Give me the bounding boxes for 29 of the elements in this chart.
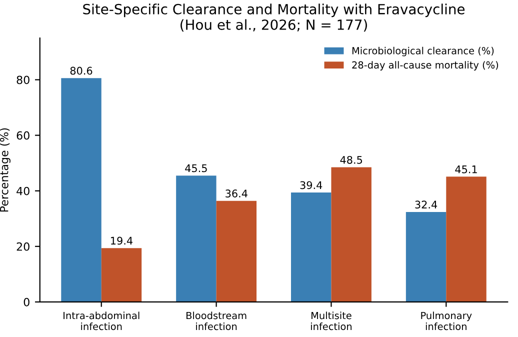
- legend-label: 28-day all-cause mortality (%): [352, 61, 498, 71]
- data-label: 32.4: [415, 200, 438, 209]
- y-tick-label: 0: [24, 298, 30, 306]
- data-label: 19.4: [111, 236, 132, 245]
- y-axis-title: Percentage (%): [0, 128, 10, 212]
- y-tick-label: 40: [16, 186, 30, 196]
- bar: [216, 200, 257, 302]
- x-tick-label: Multisite infection: [311, 312, 352, 330]
- data-label: 39.4: [300, 181, 322, 190]
- bar: [101, 248, 142, 302]
- x-tick-label: Intra-abdominal infection: [64, 312, 140, 330]
- bar: [331, 167, 372, 302]
- legend-label: Microbiological clearance (%): [352, 46, 494, 56]
- bar: [61, 78, 102, 302]
- bar: [406, 212, 446, 302]
- bar: [291, 192, 332, 302]
- bar: [176, 176, 216, 302]
- data-label: 45.5: [185, 164, 207, 172]
- y-tick-label: 20: [16, 242, 30, 251]
- data-label: 80.6: [70, 66, 92, 75]
- data-label: 36.4: [226, 190, 248, 198]
- x-tick-label: Pulmonary infection: [421, 312, 472, 330]
- y-tick-label: 60: [16, 131, 30, 140]
- bar: [446, 176, 486, 302]
- data-label: 48.5: [340, 156, 362, 164]
- x-tick-label: Bloodstream infection: [186, 312, 246, 330]
- data-label: 45.1: [455, 166, 477, 174]
- y-tick-label: 80: [16, 76, 30, 84]
- chart-title: Site-Specific Clearance and Mortality with Eravacycline (Hou et al., 2026; N = 177): [83, 4, 465, 32]
